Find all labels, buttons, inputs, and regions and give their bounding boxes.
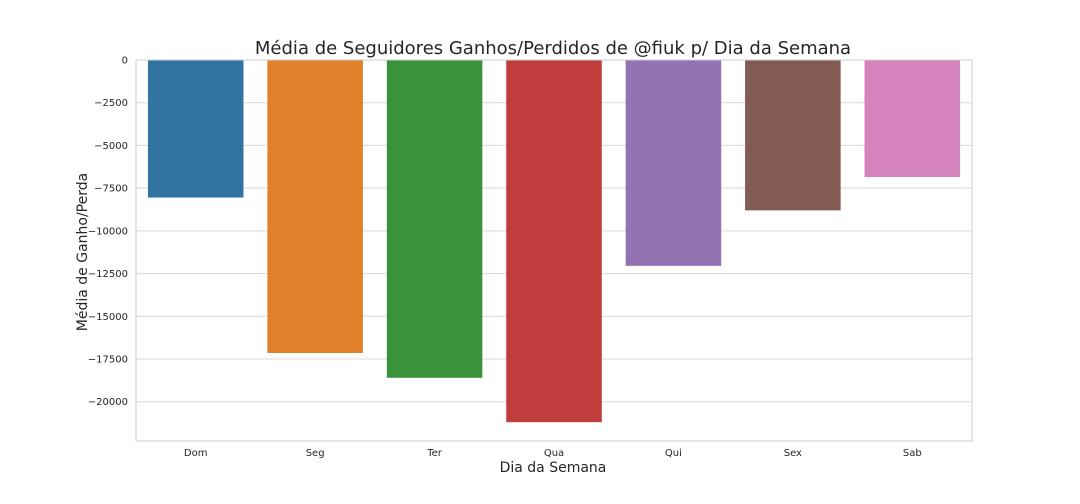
bar-qua — [506, 60, 602, 423]
bar-sex — [745, 60, 841, 211]
x-tick-label: Qui — [665, 448, 682, 459]
y-tick-label: −2500 — [94, 98, 128, 109]
bar-qui — [625, 60, 722, 266]
x-tick-label: Qua — [544, 448, 564, 459]
y-tick-label: 0 — [122, 56, 128, 67]
x-tick-label: Sab — [903, 448, 922, 459]
bar-seg — [267, 60, 363, 354]
x-tick-label: Ter — [426, 448, 443, 459]
bars — [147, 60, 961, 423]
plot-frame — [135, 59, 973, 442]
y-tick-label: −5000 — [94, 141, 128, 152]
x-tick-label: Dom — [184, 448, 208, 459]
y-tick-label: −10000 — [88, 226, 128, 237]
y-tick-labels: 0 −2500 −5000 −7500 −10000 −12500 −15000 −17500… — [88, 56, 128, 409]
y-tick-label: −7500 — [94, 184, 128, 195]
bar-ter — [386, 60, 483, 378]
x-tick-label: Sex — [784, 448, 802, 459]
x-tick-labels: Dom Seg Ter Qua Qui Sex Sab — [184, 448, 922, 459]
y-tick-label: −12500 — [88, 269, 128, 280]
y-tick-label: −17500 — [88, 354, 128, 365]
bar-sab — [864, 60, 961, 178]
x-axis-label: Dia da Semana — [500, 460, 607, 476]
y-axis-label: Média de Ganho/Perda — [75, 173, 91, 331]
bar-dom — [147, 60, 244, 198]
y-tick-label: −20000 — [88, 397, 128, 408]
x-tick-label: Seg — [306, 448, 325, 459]
y-tick-label: −15000 — [88, 312, 128, 323]
chart-title: Média de Seguidores Ganhos/Perdidos de @… — [255, 38, 851, 59]
